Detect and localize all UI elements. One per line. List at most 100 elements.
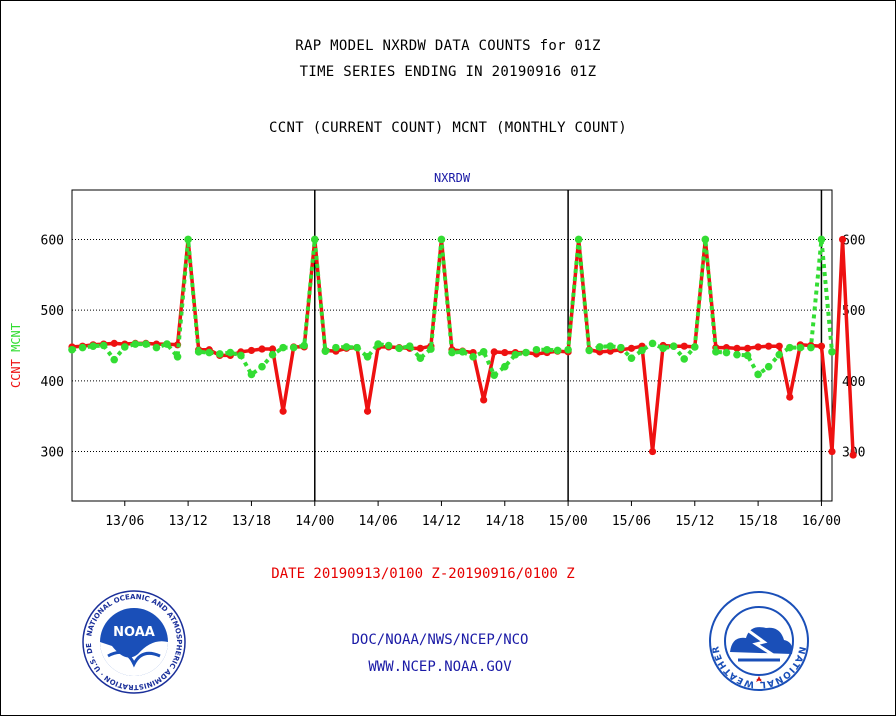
- data-point-mcnt: [754, 370, 762, 379]
- data-point-mcnt: [828, 348, 836, 356]
- y-tick-label-left: 600: [41, 233, 64, 248]
- data-point-ccnt: [775, 342, 783, 350]
- data-point-ccnt: [110, 339, 118, 347]
- nws-logo: NATIONAL WEATHER SERVICE: [708, 590, 809, 691]
- y-tick-label-left: 500: [41, 304, 64, 319]
- data-point-mcnt: [247, 370, 256, 379]
- data-point-mcnt: [427, 345, 435, 353]
- org-line: DOC/NOAA/NWS/NCEP/NCO: [351, 632, 529, 648]
- data-point-ccnt: [817, 342, 826, 350]
- data-point-mcnt: [226, 348, 235, 357]
- data-point-ccnt: [247, 346, 256, 355]
- data-point-mcnt: [353, 343, 361, 352]
- x-tick-label: 16/00: [802, 514, 841, 529]
- data-point-mcnt: [289, 343, 298, 352]
- y-axis-label: CCNT MCNT: [9, 323, 23, 388]
- data-point-mcnt: [553, 346, 562, 355]
- data-point-mcnt: [574, 235, 583, 244]
- x-tick-label: 15/06: [612, 514, 651, 529]
- y-tick-label-left: 400: [41, 375, 64, 390]
- data-point-mcnt: [532, 345, 541, 354]
- data-point-mcnt: [374, 340, 382, 348]
- data-point-mcnt: [733, 350, 741, 359]
- data-point-ccnt: [786, 393, 794, 401]
- data-point-mcnt: [764, 362, 773, 371]
- data-point-mcnt: [648, 339, 657, 348]
- data-point-mcnt: [511, 350, 520, 359]
- data-point-mcnt: [680, 355, 689, 363]
- data-point-mcnt: [258, 362, 266, 371]
- data-point-ccnt: [765, 342, 773, 350]
- data-point-mcnt: [458, 348, 467, 356]
- data-point-mcnt: [807, 343, 815, 352]
- data-point-mcnt: [321, 347, 330, 355]
- data-point-mcnt: [310, 235, 319, 244]
- data-point-mcnt: [342, 343, 351, 351]
- data-point-ccnt: [754, 343, 762, 351]
- data-point-ccnt: [501, 348, 509, 357]
- data-point-mcnt: [659, 344, 667, 353]
- data-point-mcnt: [712, 348, 720, 356]
- y-axis-label-ccnt: CCNT: [9, 352, 23, 388]
- data-point-mcnt: [78, 343, 87, 352]
- data-point-mcnt: [669, 342, 678, 351]
- data-point-mcnt: [152, 343, 161, 352]
- data-point-ccnt: [733, 344, 741, 352]
- x-tick-label: 15/12: [675, 514, 714, 529]
- data-point-mcnt: [173, 353, 182, 361]
- data-point-ccnt: [680, 342, 688, 350]
- data-point-mcnt: [690, 343, 699, 351]
- data-point-mcnt: [384, 341, 393, 350]
- data-point-mcnt: [775, 350, 784, 359]
- data-point-mcnt: [110, 355, 119, 364]
- data-point-ccnt: [480, 396, 488, 404]
- data-point-ccnt: [490, 348, 498, 356]
- data-point-mcnt: [237, 351, 245, 360]
- header-title-line1: RAP MODEL NXRDW DATA COUNTS for 01Z: [295, 38, 601, 54]
- y-tick-label-right: 600: [842, 233, 865, 248]
- data-point-mcnt: [448, 348, 456, 357]
- y-tick-label-right: 400: [842, 375, 865, 390]
- data-point-ccnt: [743, 344, 752, 352]
- data-point-mcnt: [500, 362, 509, 371]
- data-point-mcnt: [437, 235, 446, 244]
- noaa-logo-text: NOAA: [113, 625, 155, 640]
- x-tick-label: 13/12: [169, 514, 208, 529]
- data-point-mcnt: [479, 348, 488, 356]
- data-point-mcnt: [194, 348, 203, 356]
- chart-title: NXRDW: [434, 171, 471, 185]
- noaa-logo: NATIONAL OCEANIC AND ATMOSPHERIC ADMINIS…: [82, 590, 186, 694]
- data-point-mcnt: [131, 340, 140, 348]
- data-point-mcnt: [395, 344, 404, 353]
- data-point-mcnt: [522, 348, 530, 357]
- data-point-ccnt: [363, 407, 372, 415]
- data-point-mcnt: [184, 235, 192, 244]
- x-tick-label: 13/18: [232, 514, 271, 529]
- data-point-ccnt: [627, 344, 636, 352]
- data-point-mcnt: [722, 348, 731, 357]
- x-tick-label: 14/12: [422, 514, 461, 529]
- data-point-mcnt: [617, 343, 625, 352]
- data-point-mcnt: [68, 345, 76, 354]
- x-tick-label: 14/18: [485, 514, 524, 529]
- data-point-ccnt: [279, 407, 287, 415]
- data-point-ccnt: [828, 447, 836, 456]
- header-title-line2: TIME SERIES ENDING IN 20190916 01Z: [299, 64, 597, 80]
- data-point-ccnt: [838, 235, 847, 244]
- data-point-mcnt: [606, 342, 615, 351]
- data-point-mcnt: [785, 343, 794, 352]
- x-tick-label: 15/18: [739, 514, 778, 529]
- data-point-mcnt: [300, 341, 309, 350]
- data-point-mcnt: [490, 371, 499, 379]
- data-point-mcnt: [743, 351, 752, 360]
- data-point-mcnt: [701, 235, 710, 244]
- data-point-mcnt: [469, 353, 477, 361]
- data-point-mcnt: [142, 340, 150, 348]
- data-point-ccnt: [416, 344, 424, 352]
- data-point-mcnt: [215, 350, 224, 358]
- website-line: WWW.NCEP.NOAA.GOV: [368, 659, 512, 675]
- data-point-mcnt: [564, 345, 572, 354]
- x-tick-label: 13/06: [105, 514, 144, 529]
- y-axis-label-mcnt: MCNT: [9, 323, 23, 352]
- data-point-mcnt: [205, 348, 214, 357]
